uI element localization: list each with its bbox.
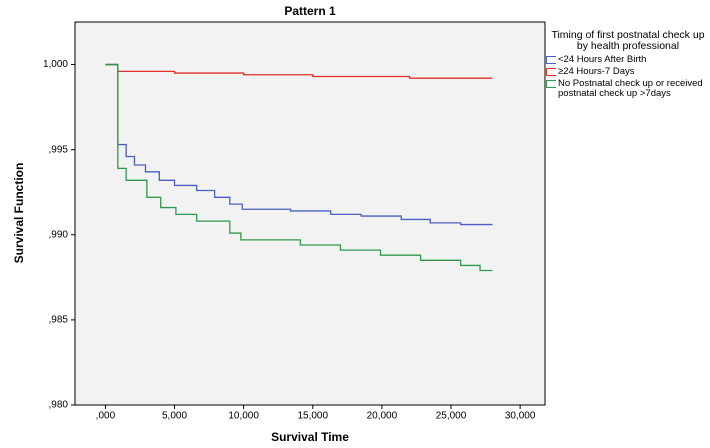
survival-line <box>105 63 493 226</box>
y-tick-label: ,985 <box>49 315 69 326</box>
legend-swatch <box>546 68 556 76</box>
legend: Timing of first postnatal check up by he… <box>546 30 710 101</box>
legend-label: <24 Hours After Birth <box>558 54 647 65</box>
x-tick-label: 10,000 <box>228 411 259 422</box>
x-tick-label: 30,000 <box>505 411 536 422</box>
legend-label: ≥24 Hours-7 Days <box>558 66 635 77</box>
x-tick-label: 5,000 <box>162 411 187 422</box>
legend-item: <24 Hours After Birth <box>546 55 710 65</box>
y-axis-label: Survival Function <box>12 163 26 264</box>
y-tick-label: 1,000 <box>43 59 68 70</box>
plot-area <box>74 21 546 406</box>
chart-title: Pattern 1 <box>284 4 336 18</box>
x-tick-label: 15,000 <box>297 411 328 422</box>
legend-item: No Postnatal check up or received postna… <box>546 79 710 99</box>
x-tick-label: 20,000 <box>367 411 398 422</box>
x-axis-label: Survival Time <box>271 430 349 444</box>
legend-swatch <box>546 80 556 88</box>
y-tick-label: ,990 <box>49 229 69 240</box>
y-tick-label: ,995 <box>49 144 69 155</box>
legend-label: No Postnatal check up or received postna… <box>558 78 703 99</box>
legend-swatch <box>546 56 556 64</box>
legend-title: Timing of first postnatal check up by he… <box>551 29 705 52</box>
survival-line <box>105 63 493 272</box>
y-tick-label: ,980 <box>49 400 69 411</box>
x-tick-label: 25,000 <box>436 411 467 422</box>
legend-item: ≥24 Hours-7 Days <box>546 67 710 77</box>
x-tick-label: ,000 <box>96 411 116 422</box>
